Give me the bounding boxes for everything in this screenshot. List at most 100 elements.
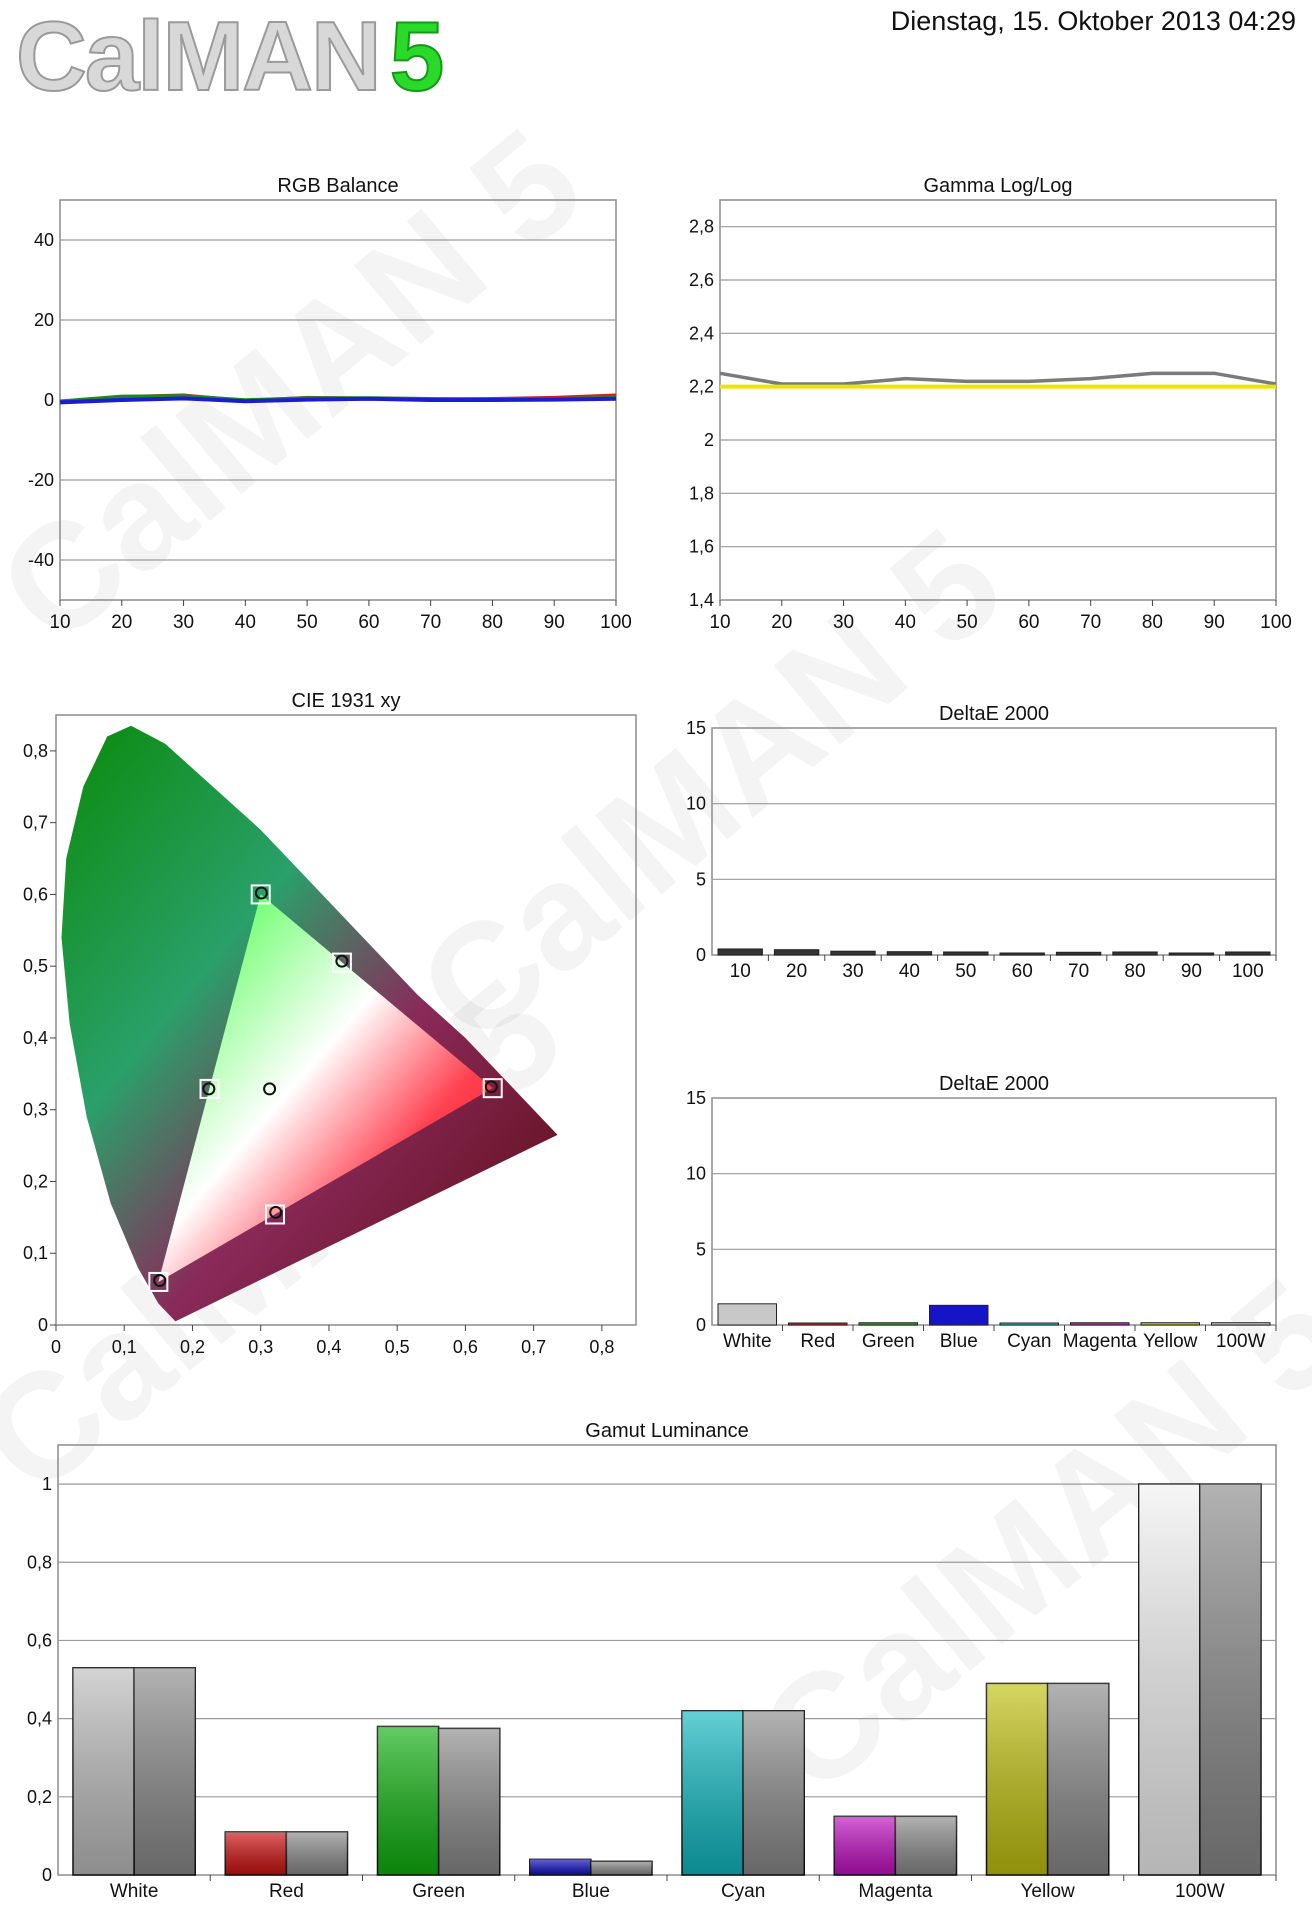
y-tick-label: -20 xyxy=(28,470,54,490)
x-tick-label: 0,7 xyxy=(521,1337,546,1357)
x-tick-label: 100 xyxy=(1232,961,1264,982)
y-tick-label: 15 xyxy=(686,1088,706,1108)
target-marker xyxy=(482,1078,503,1099)
x-tick-label: 80 xyxy=(1142,612,1163,633)
bar xyxy=(929,1304,989,1326)
chart-title: CIE 1931 xy xyxy=(292,690,401,712)
y-tick-label: 0,7 xyxy=(23,813,48,833)
x-tick-label: 40 xyxy=(895,612,916,633)
bar xyxy=(717,1303,777,1326)
x-tick-label: 40 xyxy=(899,961,920,982)
x-tick-label: 50 xyxy=(297,612,318,633)
y-tick-label: 0,2 xyxy=(27,1787,52,1807)
x-tick-label: 50 xyxy=(957,612,978,633)
y-tick-label: 0,3 xyxy=(23,1100,48,1120)
x-tick-label: 30 xyxy=(833,612,854,633)
target-marker xyxy=(331,952,352,973)
bar xyxy=(1055,951,1102,956)
x-tick-label: 20 xyxy=(771,612,792,633)
x-tick-label: 0,5 xyxy=(385,1337,410,1357)
y-tick-label: 0 xyxy=(696,945,706,965)
y-tick-label: 0,8 xyxy=(23,741,48,761)
y-tick-label: 10 xyxy=(686,1164,706,1184)
x-tick-label: 30 xyxy=(173,612,194,633)
x-tick-label: 10 xyxy=(49,612,70,633)
y-tick-label: 0,5 xyxy=(23,956,48,976)
x-tick-label: 60 xyxy=(1018,612,1039,633)
calman-logo: CalMAN 5 xyxy=(15,5,445,107)
measured-point xyxy=(335,954,349,968)
y-tick-label: 0,1 xyxy=(23,1243,48,1263)
chart-title: Gamma Log/Log xyxy=(924,175,1073,197)
bar-shade xyxy=(1047,1683,1109,1875)
x-tick-label: 10 xyxy=(709,612,730,633)
x-tick-label: Magenta xyxy=(1063,1331,1137,1352)
y-tick-label: 0 xyxy=(42,1865,52,1885)
bar xyxy=(717,948,763,956)
bar xyxy=(886,951,933,956)
x-tick-label: 0,2 xyxy=(180,1337,205,1357)
bar-shade xyxy=(529,1859,591,1875)
bar-shade xyxy=(377,1726,439,1875)
y-tick-label: 0,6 xyxy=(23,884,48,904)
x-tick-label: 80 xyxy=(482,612,503,633)
x-tick-label: Red xyxy=(800,1331,835,1352)
x-tick-label: 70 xyxy=(1068,961,1089,982)
bar xyxy=(1112,951,1158,956)
logo-number: 5 xyxy=(389,1,445,111)
x-tick-label: 70 xyxy=(420,612,441,633)
bar-shade xyxy=(743,1710,805,1875)
series-line xyxy=(59,396,617,405)
x-tick-label: Cyan xyxy=(1007,1331,1051,1352)
x-tick-label: 90 xyxy=(1181,961,1202,982)
measured-point xyxy=(484,1080,498,1094)
plot-frame xyxy=(719,199,1277,601)
y-tick-label: 1,8 xyxy=(689,483,714,503)
y-tick-label: 1 xyxy=(42,1474,52,1494)
bar xyxy=(1225,951,1271,956)
y-tick-label: 2,6 xyxy=(689,270,714,290)
x-tick-label: 50 xyxy=(955,961,976,982)
x-tick-label: 70 xyxy=(1080,612,1101,633)
bar xyxy=(1211,1322,1271,1326)
x-tick-label: Blue xyxy=(940,1331,978,1352)
x-tick-label: 0,6 xyxy=(453,1337,478,1357)
x-tick-label: 60 xyxy=(1012,961,1033,982)
y-tick-label: 2 xyxy=(704,430,714,450)
plot-frame xyxy=(55,714,637,1326)
x-tick-label: 90 xyxy=(544,612,565,633)
x-tick-label: 0,4 xyxy=(316,1337,341,1357)
x-tick-label: 0,3 xyxy=(248,1337,273,1357)
y-tick-label: 5 xyxy=(696,869,706,889)
plot-frame xyxy=(711,727,1277,956)
x-tick-label: Green xyxy=(412,1881,465,1902)
target-marker xyxy=(265,1204,286,1225)
bar xyxy=(1140,1322,1200,1326)
bar xyxy=(999,952,1045,956)
target-marker xyxy=(250,884,271,905)
y-tick-label: 2,2 xyxy=(689,377,714,397)
measured-point xyxy=(254,886,268,900)
y-tick-label: 0,4 xyxy=(27,1709,52,1729)
bar-shade xyxy=(225,1832,287,1875)
x-tick-label: 100 xyxy=(600,612,632,633)
chart-title: DeltaE 2000 xyxy=(939,1073,1049,1095)
x-tick-label: 20 xyxy=(786,961,807,982)
gamut-triangle xyxy=(158,894,493,1282)
plot-frame xyxy=(711,1097,1277,1326)
logo-word: CalMAN xyxy=(15,1,383,111)
x-tick-label: White xyxy=(723,1331,772,1352)
y-tick-label: -40 xyxy=(28,550,54,570)
bar-shade xyxy=(1199,1484,1261,1875)
y-tick-label: 0,6 xyxy=(27,1630,52,1650)
y-tick-label: 2,8 xyxy=(689,217,714,237)
y-tick-label: 0 xyxy=(44,390,54,410)
x-tick-label: 10 xyxy=(730,961,751,982)
bar xyxy=(830,950,876,956)
y-tick-label: 0,4 xyxy=(23,1028,48,1048)
bar-shade xyxy=(286,1832,348,1875)
bar xyxy=(858,1322,918,1326)
measured-point xyxy=(269,1205,283,1219)
x-tick-label: 30 xyxy=(842,961,863,982)
bar-shade xyxy=(134,1667,196,1875)
